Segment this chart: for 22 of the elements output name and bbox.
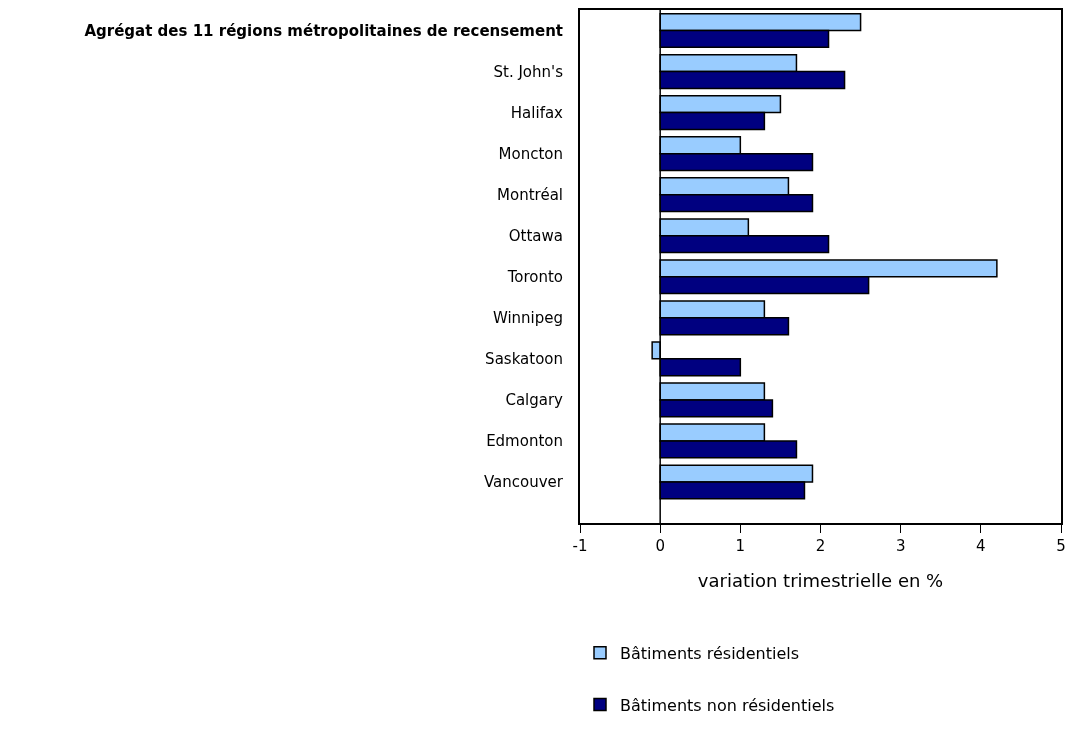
- y-tick-label: Winnipeg: [492, 309, 563, 328]
- y-tick-label: Ottawa: [508, 226, 563, 245]
- y-tick-label: Toronto: [506, 268, 563, 287]
- x-tick-label: 0: [655, 537, 665, 555]
- x-tick-label: -1: [572, 537, 588, 555]
- legend-label: Bâtiments résidentiels: [620, 644, 800, 663]
- y-tick-label: Agrégat des 11 régions métropolitaines de recensement: [84, 21, 563, 40]
- y-tick-label: Moncton: [498, 144, 563, 163]
- y-tick-label: Edmonton: [486, 432, 563, 451]
- x-tick-label: 4: [976, 537, 986, 555]
- legend-label: Bâtiments non résidentiels: [620, 695, 835, 715]
- y-tick-label: Calgary: [505, 391, 564, 410]
- y-tick-label: Saskatoon: [485, 350, 563, 369]
- x-tick-label: 5: [1056, 537, 1066, 555]
- x-tick-label: 1: [735, 537, 746, 555]
- x-tick-label: 2: [815, 537, 826, 555]
- y-tick-label: Vancouver: [484, 473, 564, 492]
- x-axis-title: variation trimestrielle en %: [697, 569, 944, 591]
- y-tick-label: Montréal: [497, 185, 563, 204]
- x-tick-label: 3: [895, 537, 906, 555]
- y-tick-label: St. John's: [493, 62, 564, 81]
- y-tick-label: Halifax: [510, 103, 564, 122]
